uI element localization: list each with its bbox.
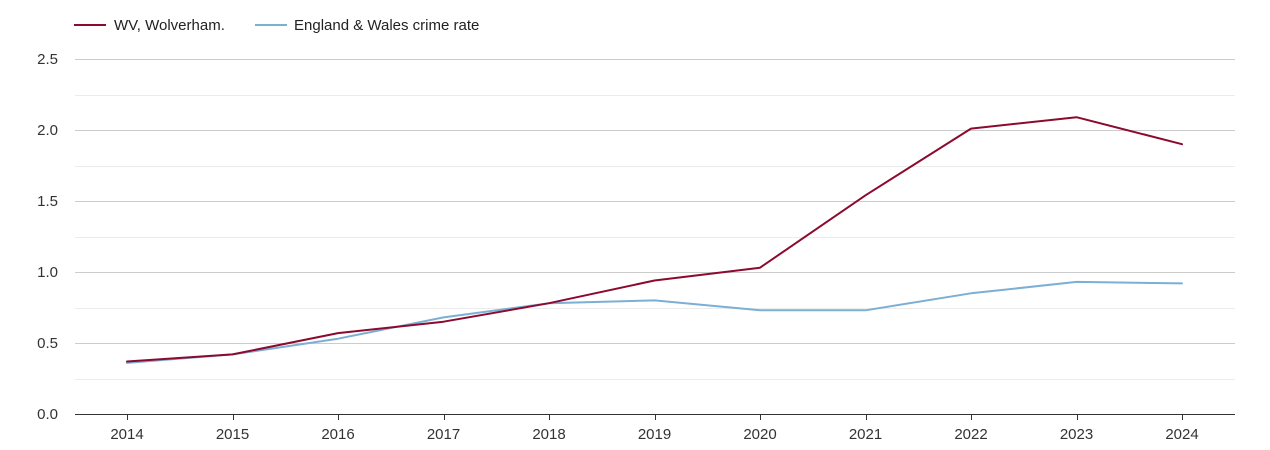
x-tick-label: 2017	[427, 426, 460, 443]
series-lines	[126, 116, 1183, 364]
x-tick-label: 2016	[321, 426, 354, 443]
x-tick-label: 2023	[1060, 426, 1093, 443]
y-tick-label: 2.5	[37, 51, 58, 68]
x-tick-label: 2022	[954, 426, 987, 443]
x-tick-label: 2015	[216, 426, 249, 443]
y-tick-label: 2.0	[37, 122, 58, 139]
x-tick-label: 2018	[532, 426, 565, 443]
legend-label-england-wales: England & Wales crime rate	[294, 17, 479, 34]
x-tick-label: 2020	[743, 426, 776, 443]
x-tick-label: 2021	[849, 426, 882, 443]
x-axis: 2014 2015 2016 2017 2018 2019 2020 2021 2022 2023…	[110, 414, 1199, 443]
y-tick-label: 1.0	[37, 264, 58, 281]
x-tick-label: 2014	[110, 426, 143, 443]
series-line-england-wales	[126, 280, 1183, 364]
legend: WV, Wolverham. England & Wales crime rat…	[74, 17, 479, 34]
x-tick-label: 2024	[1165, 426, 1198, 443]
y-tick-label: 0.0	[37, 406, 58, 423]
y-tick-label: 0.5	[37, 335, 58, 352]
y-axis: 0.0 0.5 1.0 1.5 2.0 2.5	[37, 51, 58, 423]
grid	[75, 59, 1235, 415]
series-line-wv	[126, 116, 1183, 363]
y-tick-label: 1.5	[37, 193, 58, 210]
x-tick-label: 2019	[638, 426, 671, 443]
legend-label-wv: WV, Wolverham.	[114, 17, 225, 34]
